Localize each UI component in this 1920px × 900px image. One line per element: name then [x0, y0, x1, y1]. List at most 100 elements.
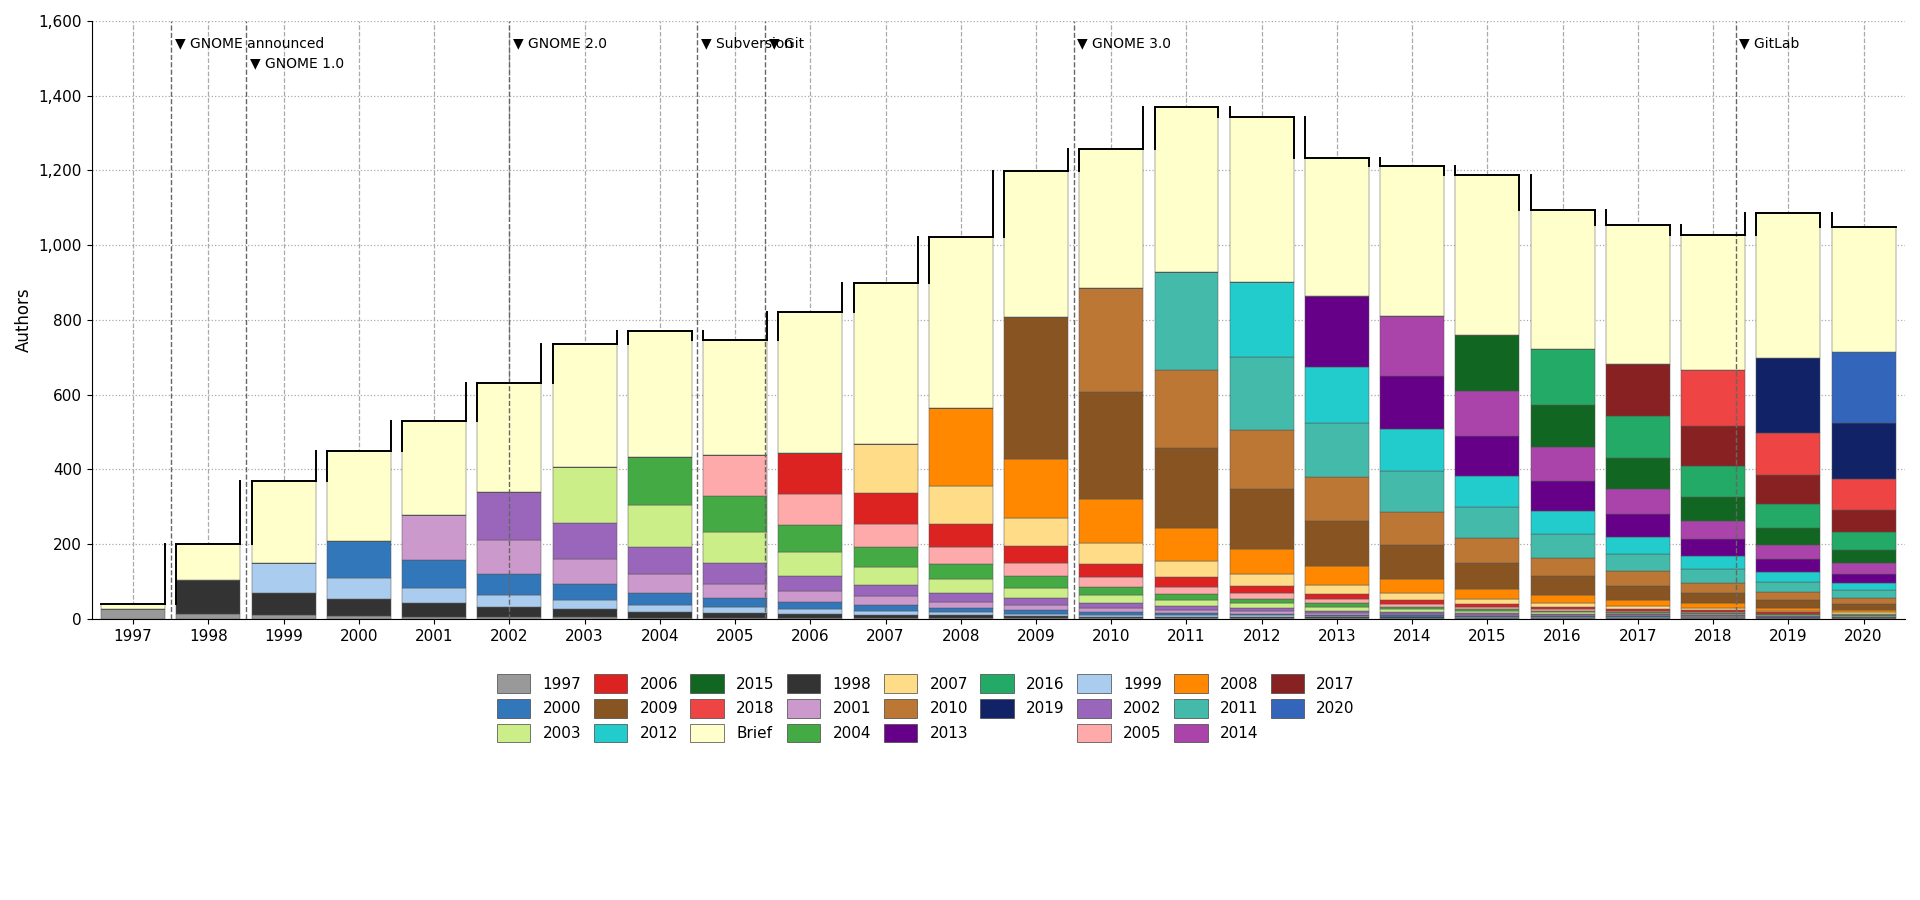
Bar: [1455, 476, 1519, 508]
Bar: [1079, 577, 1142, 587]
Bar: [1757, 572, 1820, 582]
Bar: [1605, 572, 1670, 586]
Bar: [1004, 459, 1068, 518]
Bar: [1079, 587, 1142, 595]
Bar: [1682, 614, 1745, 615]
Bar: [1380, 607, 1444, 609]
Bar: [1530, 511, 1596, 535]
Bar: [703, 532, 766, 563]
Bar: [854, 585, 918, 597]
Bar: [1455, 611, 1519, 613]
Bar: [929, 486, 993, 524]
Bar: [1605, 599, 1670, 606]
Bar: [703, 563, 766, 584]
Bar: [929, 237, 993, 408]
Bar: [478, 607, 541, 616]
Bar: [1229, 429, 1294, 489]
Text: ▼ Git: ▼ Git: [768, 36, 804, 50]
Bar: [177, 580, 240, 614]
Bar: [1832, 604, 1895, 610]
Bar: [1079, 603, 1142, 608]
Bar: [1682, 610, 1745, 612]
Bar: [1605, 608, 1670, 610]
Bar: [1605, 416, 1670, 458]
Bar: [628, 331, 691, 456]
Bar: [1004, 518, 1068, 546]
Bar: [102, 604, 165, 609]
Legend: 1997, 2000, 2003, 2006, 2009, 2012, 2015, 2018, Brief, 1998, 2001, 2004, 2007, 2: 1997, 2000, 2003, 2006, 2009, 2012, 2015…: [497, 674, 1356, 742]
Bar: [854, 597, 918, 605]
Bar: [553, 467, 616, 523]
Bar: [1757, 612, 1820, 614]
Bar: [1079, 612, 1142, 615]
Bar: [1004, 563, 1068, 576]
Bar: [1832, 423, 1895, 479]
Bar: [1079, 392, 1142, 499]
Bar: [553, 617, 616, 619]
Bar: [628, 505, 691, 547]
Bar: [1757, 599, 1820, 608]
Bar: [1004, 317, 1068, 459]
Bar: [1306, 594, 1369, 599]
Bar: [1455, 436, 1519, 476]
Bar: [1757, 504, 1820, 527]
Bar: [1530, 614, 1596, 615]
Bar: [854, 546, 918, 567]
Bar: [1605, 586, 1670, 599]
Bar: [1530, 447, 1596, 481]
Bar: [1380, 545, 1444, 579]
Bar: [1306, 615, 1369, 616]
Bar: [778, 602, 843, 609]
Bar: [1455, 392, 1519, 436]
Bar: [929, 408, 993, 486]
Bar: [1605, 554, 1670, 572]
Bar: [1682, 593, 1745, 604]
Bar: [1154, 562, 1219, 577]
Bar: [1832, 227, 1895, 352]
Bar: [1605, 610, 1670, 612]
Bar: [401, 515, 467, 560]
Bar: [1154, 594, 1219, 600]
Bar: [1154, 577, 1219, 587]
Bar: [1605, 514, 1670, 536]
Bar: [1832, 550, 1895, 563]
Text: ▼ GNOME 2.0: ▼ GNOME 2.0: [513, 36, 607, 50]
Bar: [778, 494, 843, 525]
Bar: [628, 547, 691, 574]
Bar: [929, 608, 993, 612]
Bar: [1832, 612, 1895, 614]
Bar: [1455, 538, 1519, 563]
Bar: [1306, 617, 1369, 618]
Bar: [478, 383, 541, 491]
Bar: [1757, 611, 1820, 612]
Bar: [1306, 366, 1369, 423]
Bar: [1605, 489, 1670, 514]
Bar: [1229, 611, 1294, 614]
Bar: [1605, 225, 1670, 364]
Bar: [1229, 616, 1294, 618]
Bar: [1682, 608, 1745, 610]
Bar: [478, 616, 541, 619]
Bar: [1682, 570, 1745, 582]
Bar: [1380, 316, 1444, 375]
Bar: [1306, 599, 1369, 604]
Bar: [1455, 604, 1519, 607]
Bar: [1380, 512, 1444, 545]
Bar: [252, 592, 315, 615]
Y-axis label: Authors: Authors: [15, 288, 33, 352]
Bar: [326, 616, 392, 619]
Bar: [326, 451, 392, 541]
Bar: [1004, 614, 1068, 616]
Bar: [1306, 616, 1369, 617]
Bar: [1605, 364, 1670, 416]
Bar: [854, 615, 918, 618]
Bar: [1229, 357, 1294, 429]
Bar: [1380, 614, 1444, 616]
Bar: [854, 524, 918, 546]
Text: ▼ GNOME announced: ▼ GNOME announced: [175, 36, 324, 50]
Bar: [1154, 107, 1219, 273]
Bar: [1154, 273, 1219, 370]
Bar: [1682, 612, 1745, 613]
Bar: [252, 562, 315, 592]
Bar: [1079, 615, 1142, 616]
